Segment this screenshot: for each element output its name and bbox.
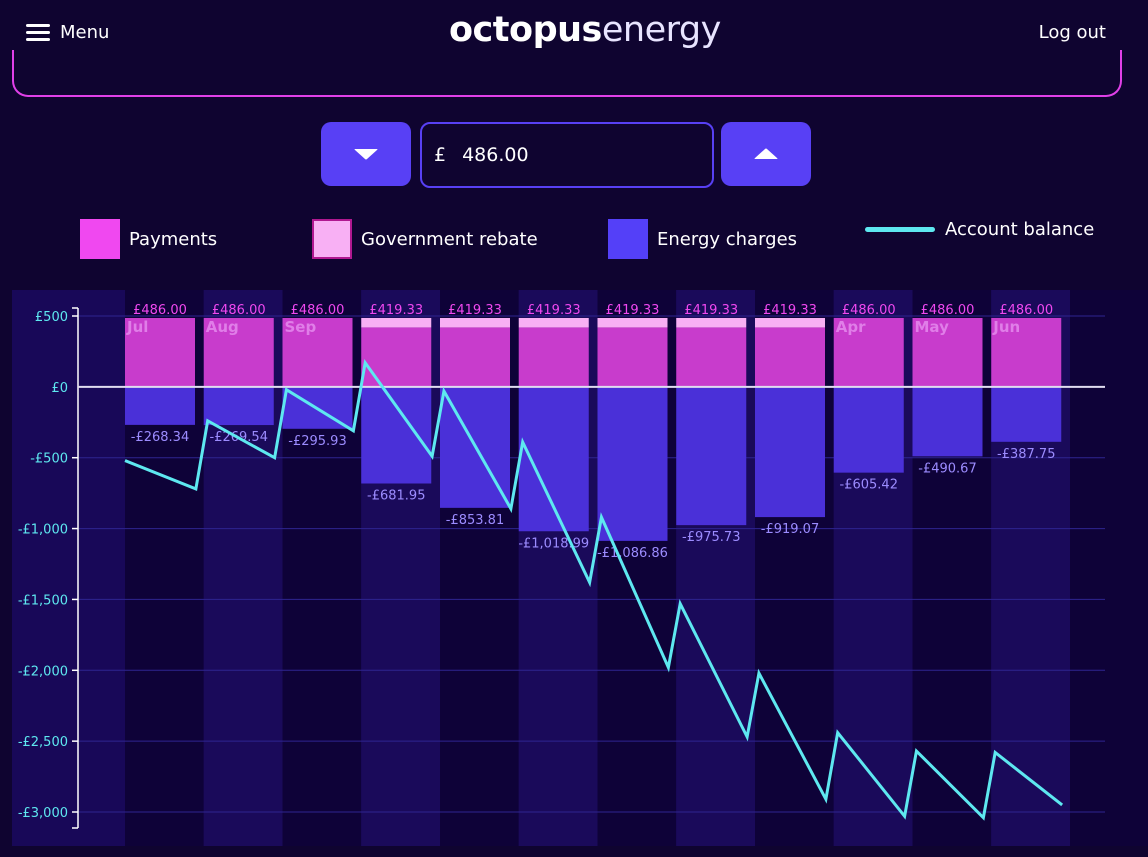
payment-data-label: £486.00 (133, 303, 187, 318)
legend-swatch-rebate (312, 219, 352, 259)
y-tick-label: -£2,000 (18, 664, 68, 679)
caret-up-icon (754, 148, 778, 159)
rebate-bar (597, 317, 668, 328)
payment-data-label: £419.33 (527, 303, 581, 318)
month-label: Jun (992, 318, 1020, 336)
payment-summary-card (12, 50, 1122, 97)
payment-data-label: £486.00 (999, 303, 1053, 318)
logo-text-octopus: octopus (449, 10, 602, 50)
payment-data-label: £486.00 (291, 303, 345, 318)
decrease-payment-button[interactable] (321, 122, 411, 186)
energy-charge-bar (125, 386, 195, 425)
payment-bar (597, 327, 668, 387)
legend-government-rebate: Government rebate (312, 219, 538, 259)
legend-swatch-payments (80, 219, 120, 259)
energy-charge-bar (676, 386, 747, 526)
payment-bar (282, 317, 353, 387)
payment-bar (833, 317, 904, 387)
charge-data-label: -£295.93 (288, 434, 346, 449)
payment-data-label: £419.33 (684, 303, 738, 318)
legend-payments: Payments (80, 219, 217, 259)
payment-bar (440, 327, 510, 387)
payment-bar (755, 327, 825, 387)
caret-down-icon (354, 149, 378, 160)
y-tick-label: -£1,000 (18, 523, 68, 538)
legend-label: Payments (129, 228, 218, 250)
payment-bar (991, 317, 1062, 387)
rebate-bar (518, 317, 589, 328)
month-label: May (915, 318, 950, 336)
legend-label: Account balance (945, 219, 1095, 240)
charge-data-label: -£1,018.99 (518, 536, 589, 551)
month-label: Jul (126, 318, 148, 336)
rebate-bar (361, 317, 432, 328)
y-tick-label: -£3,000 (18, 806, 68, 821)
energy-charge-bar (361, 386, 432, 484)
legend-label: Energy charges (657, 228, 798, 250)
energy-charge-bar (912, 386, 983, 457)
charge-data-label: -£268.34 (131, 430, 189, 445)
charge-data-label: -£681.95 (367, 488, 425, 503)
octopus-energy-logo[interactable]: octopusenergy (449, 10, 721, 50)
charge-data-label: -£490.67 (918, 461, 976, 476)
payment-amount-input[interactable] (460, 143, 665, 167)
charge-data-label: -£853.81 (446, 513, 504, 528)
payment-data-label: £419.33 (763, 303, 817, 318)
charge-data-label: -£1,086.86 (597, 546, 668, 561)
payment-data-label: £486.00 (212, 303, 266, 318)
logo-text-energy: energy (601, 10, 721, 50)
chart-stripe (1070, 290, 1148, 846)
payment-bar (203, 317, 274, 387)
y-tick-label: £0 (51, 381, 68, 396)
energy-charge-bar (203, 386, 274, 426)
charge-data-label: -£605.42 (840, 478, 898, 493)
payment-data-label: £419.33 (369, 303, 423, 318)
payment-bar (518, 327, 589, 387)
legend-account-balance: Account balance (865, 219, 1094, 240)
legend-swatch-energy-charges (608, 219, 648, 259)
charge-data-label: -£975.73 (682, 530, 740, 545)
energy-charge-bar (755, 386, 825, 518)
legend-label: Government rebate (361, 228, 538, 250)
account-balance-line (124, 358, 1064, 821)
rebate-bar (676, 317, 747, 328)
payment-data-label: £419.33 (606, 303, 660, 318)
y-tick-label: -£1,500 (18, 593, 68, 608)
rebate-bar (440, 317, 510, 328)
energy-charge-bar (833, 386, 904, 473)
top-navigation-bar: Menu octopusenergy Log out (0, 0, 1148, 68)
rebate-bar (755, 317, 825, 328)
charge-data-label: -£387.75 (997, 447, 1055, 462)
payment-bar (912, 317, 983, 387)
currency-symbol: £ (434, 144, 447, 166)
increase-payment-button[interactable] (721, 122, 811, 186)
y-tick-label: -£500 (30, 452, 68, 467)
month-label: Sep (285, 318, 317, 336)
month-label: Aug (206, 318, 239, 336)
y-tick-label: -£2,500 (18, 735, 68, 750)
payment-amount-field[interactable]: £ (420, 122, 714, 188)
charge-data-label: -£919.07 (761, 522, 819, 537)
energy-charge-bar (597, 386, 668, 541)
y-tick-label: £500 (35, 310, 68, 325)
energy-charge-bar (991, 386, 1062, 442)
log-out-link[interactable]: Log out (1038, 22, 1106, 43)
legend-swatch-account-balance (865, 227, 935, 232)
month-label: Apr (836, 318, 866, 336)
payment-data-label: £419.33 (448, 303, 502, 318)
hamburger-icon (26, 23, 50, 42)
menu-button[interactable]: Menu (26, 22, 109, 43)
menu-label: Menu (60, 22, 110, 43)
payment-bar (125, 317, 195, 387)
payment-data-label: £486.00 (921, 303, 975, 318)
payment-forecast-chart: £500 £0 -£500 -£1,000 -£1,500 -£2,000 -£2,500 -… (12, 290, 1148, 846)
payment-data-label: £486.00 (842, 303, 896, 318)
payment-bar (361, 327, 432, 387)
legend-energy-charges: Energy charges (608, 219, 797, 259)
payment-bar (676, 327, 747, 387)
